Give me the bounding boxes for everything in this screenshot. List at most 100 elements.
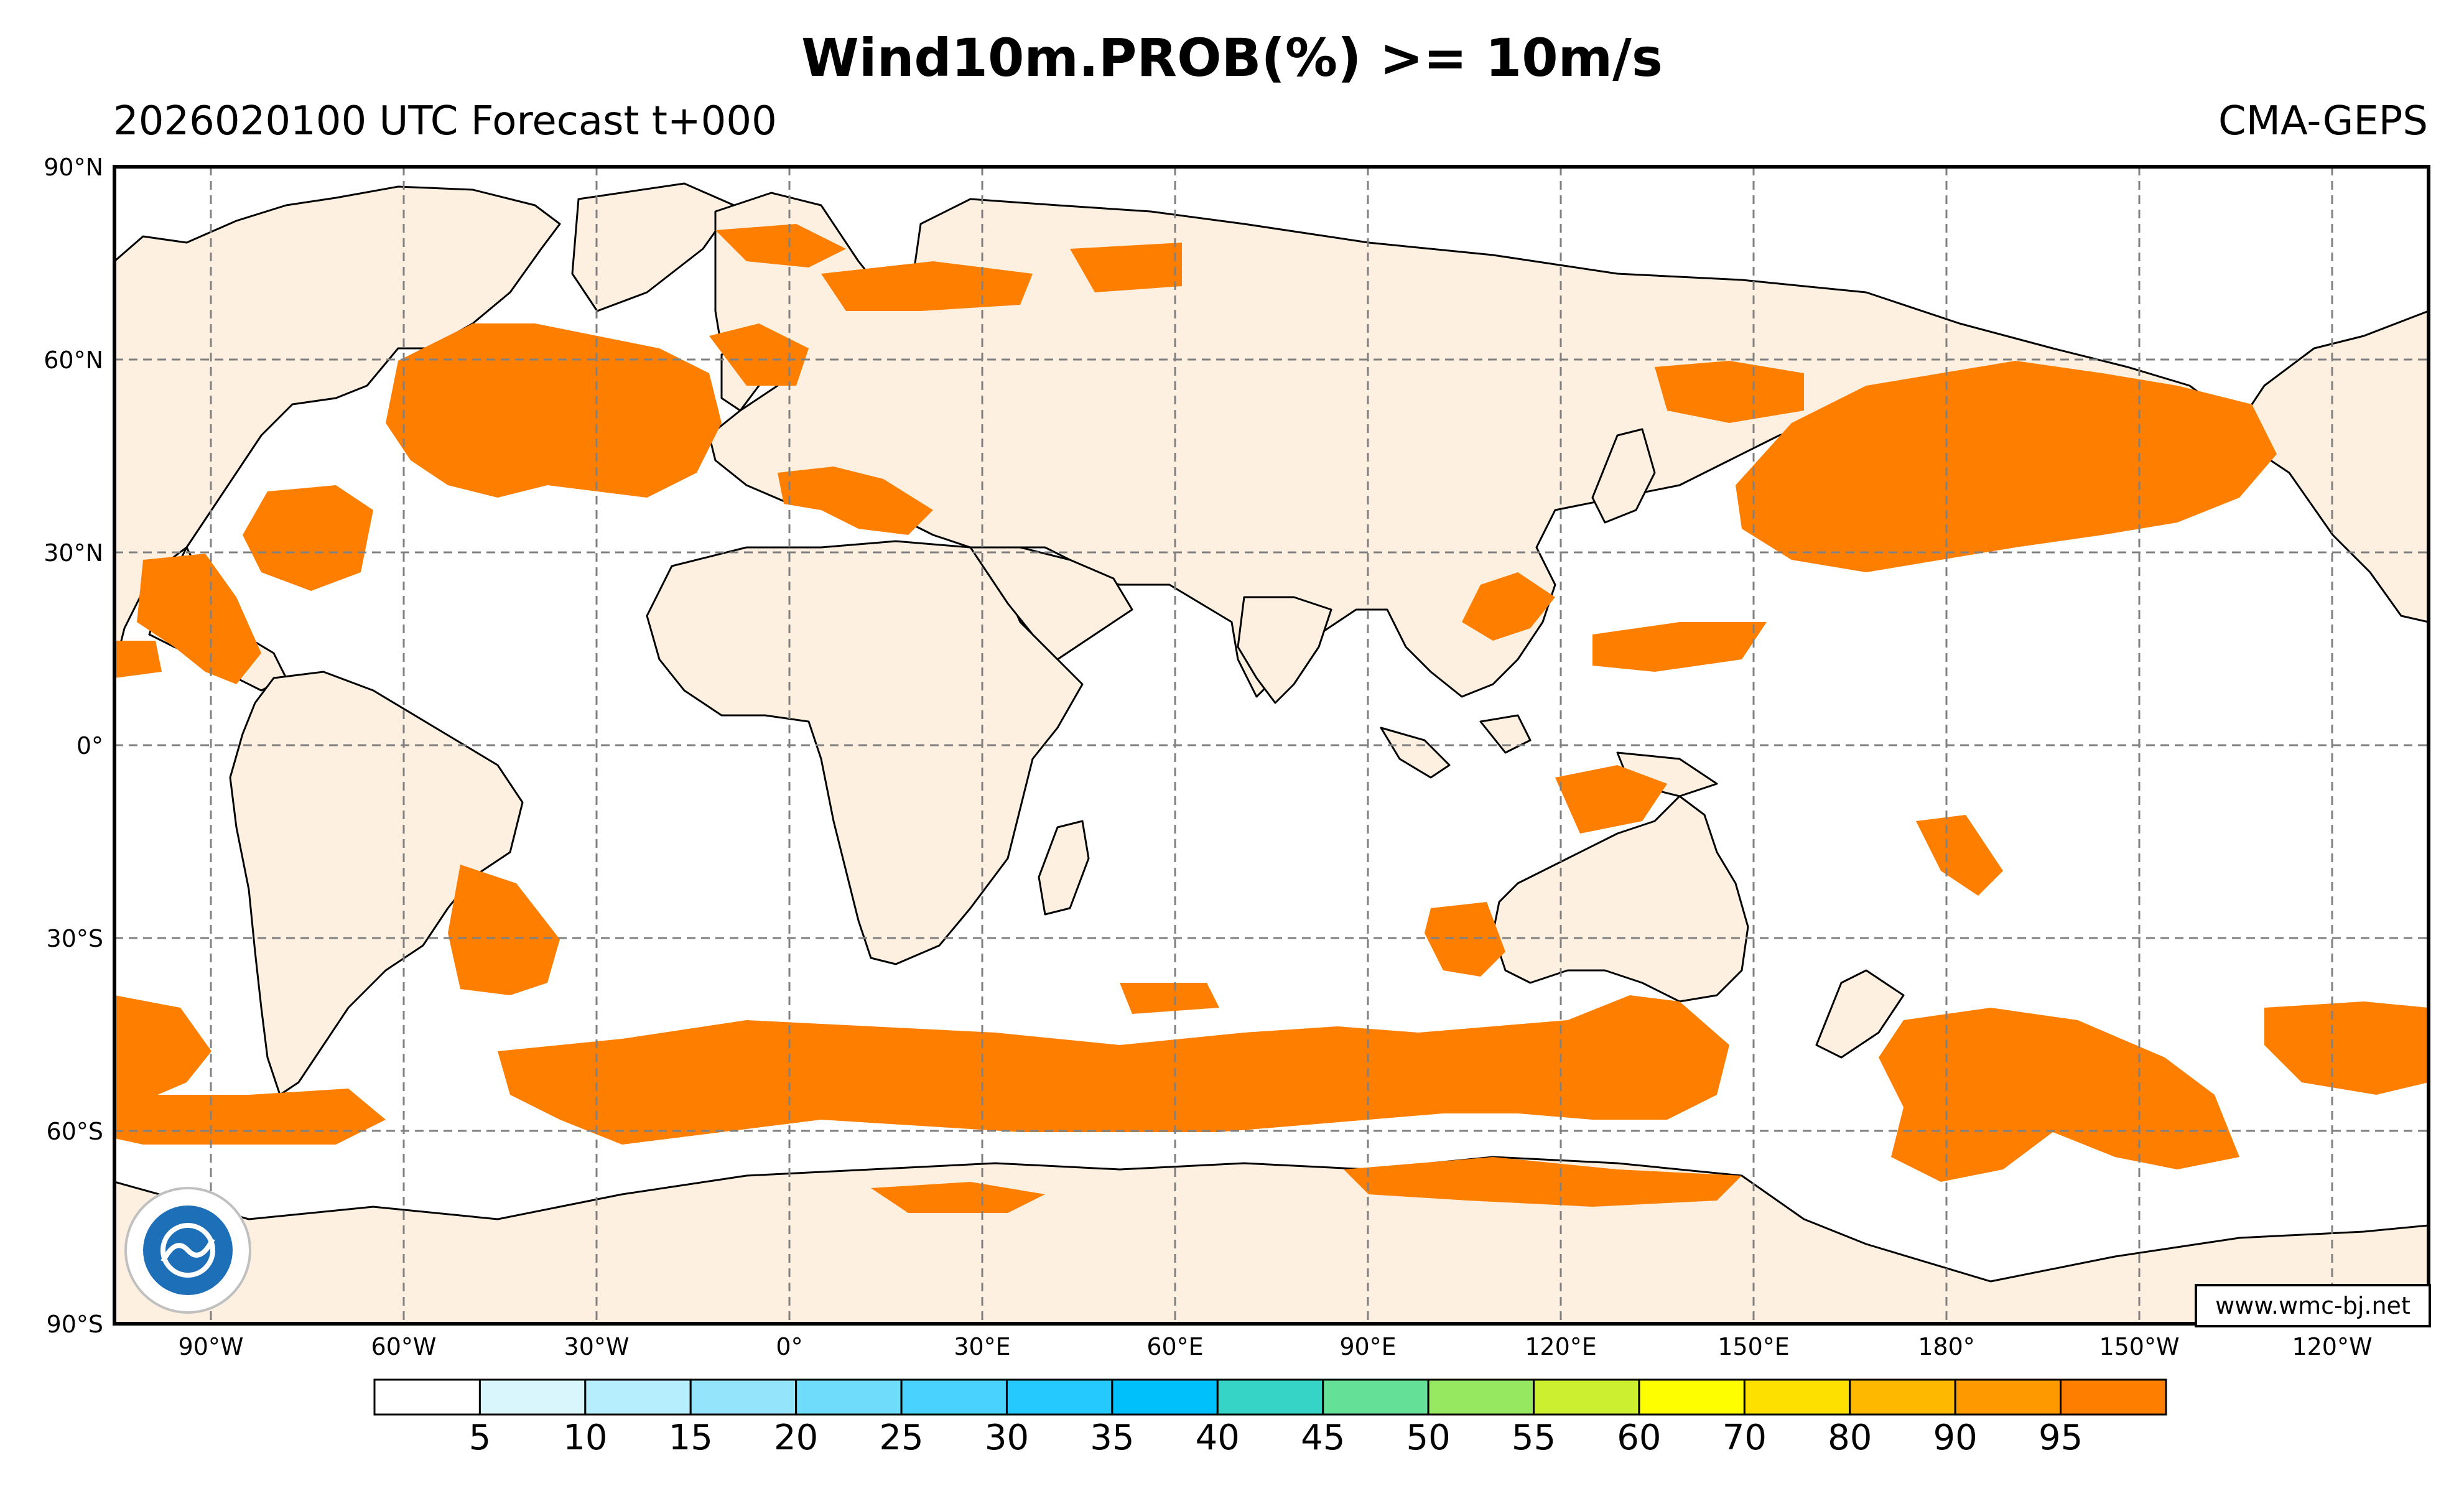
prob-area-gulf: [114, 641, 162, 678]
colorbar-swatch: [1216, 1378, 1324, 1416]
colorbar-swatch: [1638, 1378, 1746, 1416]
prob-area-kuroshio: [1655, 361, 1804, 423]
colorbar-swatch: [1533, 1378, 1640, 1416]
colorbar-label: 25: [879, 1418, 923, 1458]
colorbar-swatch: [900, 1378, 1008, 1416]
prob-area-north-pacific: [1736, 361, 2277, 572]
lat-tick-label: 90°N: [44, 154, 103, 181]
prob-area-mediterranean: [778, 467, 933, 535]
prob-area-antarctic-coast: [871, 1182, 1045, 1213]
india-land: [1237, 596, 1332, 704]
lon-tick-label: 30°E: [954, 1333, 1010, 1360]
colorbar-swatch: [1743, 1378, 1851, 1416]
colorbar-label: 45: [1301, 1418, 1345, 1458]
forecast-time-label: 2026020100 UTC Forecast t+000: [113, 98, 777, 144]
colorbar-label: 60: [1617, 1418, 1661, 1458]
model-label: CMA-GEPS: [2218, 98, 2428, 144]
colorbar-label: 30: [985, 1418, 1029, 1458]
colorbar-label: 35: [1090, 1418, 1134, 1458]
prob-area-southern-ocean-west-2: [114, 1089, 386, 1145]
prob-area-arctic-2: [821, 261, 1033, 311]
south-america-land: [229, 671, 524, 1096]
prob-area-south-china-sea: [1462, 572, 1555, 641]
lat-tick-label: 30°S: [47, 925, 103, 952]
lat-tick-label: 30°N: [44, 539, 103, 567]
cma-logo: [124, 1187, 251, 1314]
colorbar-label: 55: [1512, 1418, 1556, 1458]
colorbar-swatch: [1322, 1378, 1430, 1416]
prob-area-west-australia: [1425, 902, 1505, 977]
prob-area-south-atlantic: [448, 865, 560, 995]
australia-land: [1492, 795, 1749, 1003]
antarctica-land: [114, 1156, 2429, 1324]
colorbar-label: 15: [669, 1418, 713, 1458]
map-frame: [113, 165, 2430, 1326]
prob-area-south-pacific-1: [1916, 815, 2003, 896]
colorbar-label: 40: [1196, 1418, 1240, 1458]
lat-tick-label: 0°: [77, 732, 103, 760]
colorbar: 5 10 15 20 25 30 35 40 45 50 55 60 70 80 90 95: [373, 1378, 2167, 1458]
lon-tick-label: 150°E: [1718, 1333, 1790, 1360]
greenland-land: [571, 182, 735, 312]
madagascar-land: [1038, 820, 1090, 916]
colorbar-label: 10: [563, 1418, 607, 1458]
lon-tick-label: 0°: [776, 1333, 802, 1360]
wind-probability-areas: [114, 224, 2429, 1213]
colorbar-swatch: [795, 1378, 903, 1416]
prob-area-arctic-1: [715, 224, 846, 267]
prob-area-southern-ocean-atlantic: [498, 995, 1729, 1145]
colorbar-swatch: [1005, 1378, 1113, 1416]
colorbar-label: 70: [1722, 1418, 1767, 1458]
colorbar-label: 20: [774, 1418, 818, 1458]
land-masses: [114, 182, 2429, 1324]
lon-tick-label: 180°: [1918, 1333, 1975, 1360]
latitude-labels: 90°N 60°N 30°N 0° 30°S 60°S 90°S: [44, 154, 103, 1338]
prob-area-norwegian-sea: [709, 323, 809, 386]
colorbar-swatch: [2060, 1378, 2167, 1416]
lon-tick-label: 60°E: [1146, 1333, 1203, 1360]
colorbar-swatch: [584, 1378, 692, 1416]
credit-box: www.wmc-bj.net: [2195, 1284, 2431, 1327]
japan-land: [1591, 428, 1656, 524]
prob-area-west-atlantic: [243, 485, 373, 591]
prob-area-north-atlantic: [386, 323, 722, 498]
colorbar-swatch: [478, 1378, 587, 1416]
lat-tick-label: 60°S: [47, 1118, 103, 1145]
lat-tick-label: 90°S: [47, 1311, 103, 1338]
lon-tick-label: 60°W: [371, 1333, 437, 1360]
arabia-land: [969, 546, 1133, 661]
lon-tick-label: 90°E: [1339, 1333, 1396, 1360]
prob-area-ross-sea: [1344, 1157, 1742, 1207]
prob-area-arctic-3: [1070, 243, 1182, 292]
colorbar-swatch: [1954, 1378, 2062, 1416]
colorbar-label: 90: [1933, 1418, 1978, 1458]
lon-tick-label: 120°W: [2292, 1333, 2372, 1360]
colorbar-swatch: [373, 1378, 481, 1416]
lon-tick-label: 90°W: [179, 1333, 244, 1360]
longitude-labels: 90°W 60°W 30°W 0° 30°E 60°E 90°E 120°E 150°E 180°…: [179, 1333, 2373, 1360]
colorbar-swatch: [689, 1378, 797, 1416]
colorbar-label: 80: [1828, 1418, 1872, 1458]
colorbar-swatch: [1111, 1378, 1219, 1416]
prob-area-south-indian: [1120, 983, 1219, 1014]
prob-area-caribbean: [137, 554, 261, 684]
colorbar-swatch: [1849, 1378, 1956, 1416]
colorbar-label: 95: [2039, 1418, 2083, 1458]
lon-tick-label: 30°W: [564, 1333, 630, 1360]
prob-area-southern-ocean-pacific: [2264, 1001, 2429, 1095]
lon-tick-label: 120°E: [1525, 1333, 1597, 1360]
prob-area-west-pacific: [1592, 622, 1767, 672]
lon-tick-label: 150°W: [2099, 1333, 2179, 1360]
colorbar-swatch: [1427, 1378, 1535, 1416]
prob-area-coral-sea: [1555, 765, 1667, 834]
graticule: [114, 167, 2429, 1324]
prob-area-southern-ocean-east: [1879, 1008, 2239, 1182]
new-zealand-land: [1815, 969, 1905, 1059]
prob-area-southern-ocean-west: [114, 995, 212, 1101]
map-title: Wind10m.PROB(%) >= 10m/s: [801, 27, 1663, 88]
colorbar-label: 5: [469, 1418, 491, 1458]
colorbar-label: 50: [1406, 1418, 1450, 1458]
lat-tick-label: 60°N: [44, 346, 103, 374]
